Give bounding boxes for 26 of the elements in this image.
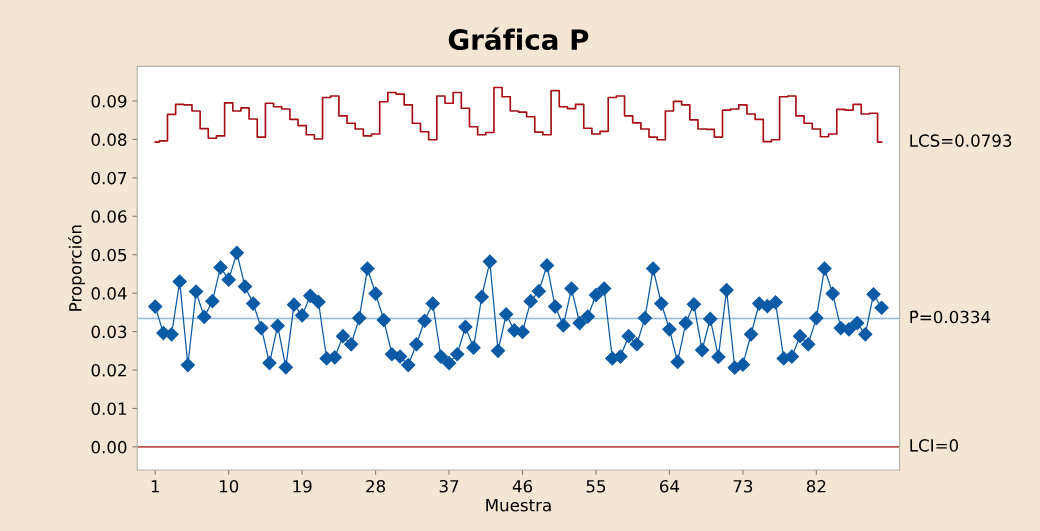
series-label: LCS=0.0793: [910, 134, 1012, 147]
y-tick-label: 0.00: [91, 440, 127, 454]
y-tick-label: 0.07: [91, 171, 127, 185]
y-tick-label: 0.06: [91, 210, 127, 223]
y-axis-title: Proporción: [68, 225, 85, 311]
chart-title: Gráfica P: [448, 27, 589, 51]
x-tick-label: 82: [806, 479, 826, 493]
y-tick-label: 0.08: [91, 133, 127, 146]
x-tick-label: 19: [293, 479, 312, 493]
x-tick-label: 28: [366, 479, 386, 493]
y-tick-label: 0.01: [91, 402, 127, 416]
x-tick-label: 1: [151, 480, 159, 493]
ref-line-label: P̄=0.0334: [910, 310, 991, 324]
x-tick-label: 73: [733, 479, 753, 493]
x-axis-title: Muestra: [486, 499, 551, 512]
x-tick-label: 10: [219, 479, 239, 493]
y-tick-label: 0.04: [91, 287, 127, 300]
x-tick-label: 37: [439, 479, 459, 493]
y-tick-label: 0.03: [91, 325, 127, 339]
x-tick-label: 55: [586, 480, 606, 493]
ref-line-label: LCI=0: [910, 439, 959, 452]
y-tick-label: 0.02: [91, 363, 126, 377]
y-tick-label: 0.09: [91, 94, 127, 108]
x-tick-label: 64: [659, 479, 680, 493]
y-tick-label: 0.05: [91, 248, 127, 262]
x-tick-label: 46: [512, 479, 533, 493]
